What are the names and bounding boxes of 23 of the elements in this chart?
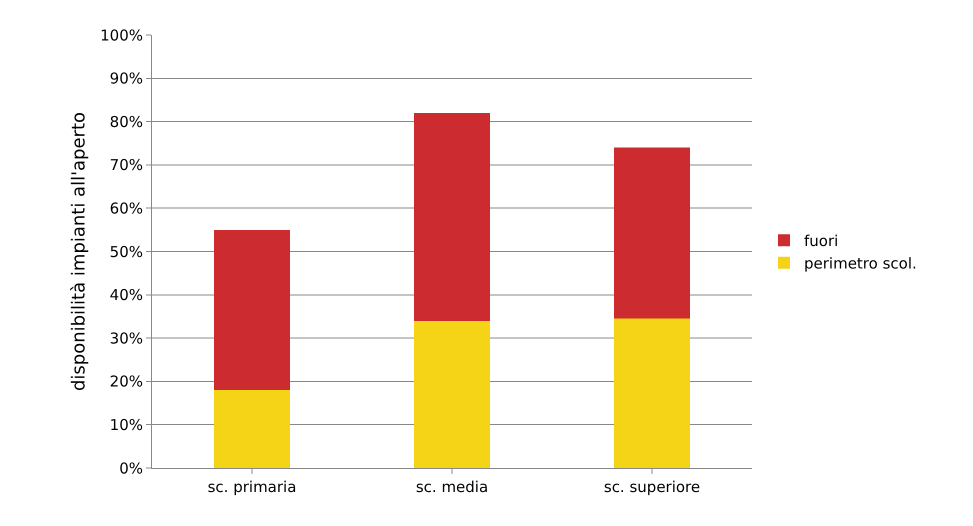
legend-label: fuori [804,232,838,250]
y-tick-label: 90% [110,70,143,88]
y-tick-label: 60% [110,199,143,218]
y-tick-label: 80% [110,112,143,131]
y-tick-label: 20% [110,372,143,391]
bar [214,230,290,390]
legend-label: perimetro scol. [804,254,917,273]
bar [414,320,490,468]
x-tick-label: sc. primaria [208,478,296,496]
bar [614,148,690,319]
y-axis-title: disponibilità impianti all'aperto [68,112,90,392]
y-tick-label: 100% [100,26,143,44]
y-tick-label: 50% [110,242,143,261]
y-tick-label: 0% [119,459,143,478]
y-tick-label: 10% [110,416,143,434]
bar [214,390,290,468]
y-tick-label: 70% [110,156,143,174]
x-tick-label: sc. media [416,478,488,496]
x-tick-label: sc. superiore [604,478,700,496]
y-tick-label: 30% [110,329,143,348]
bar [614,318,690,468]
y-tick-label: 40% [110,286,143,304]
bar [414,112,490,321]
